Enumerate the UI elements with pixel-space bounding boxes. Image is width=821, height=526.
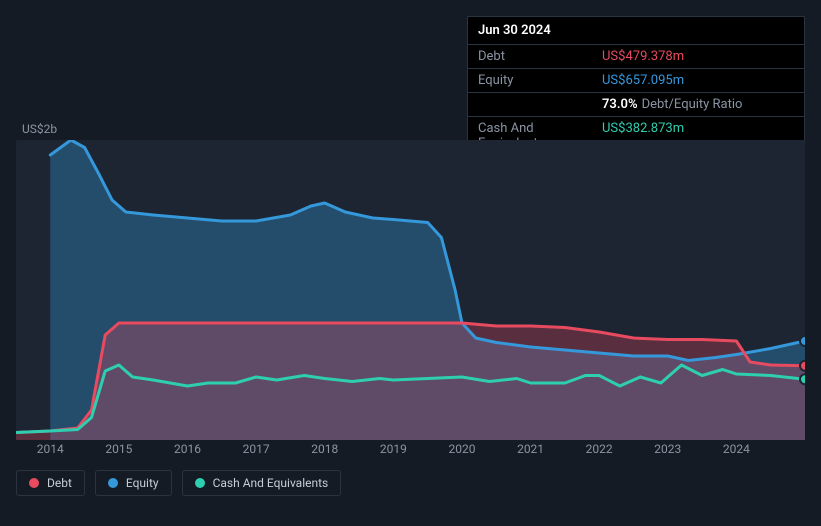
legend: Debt Equity Cash And Equivalents — [16, 470, 341, 496]
ratio-pct: 73.0% — [602, 97, 638, 112]
cash-swatch-icon — [195, 478, 205, 488]
yaxis-label-top: US$2b — [22, 122, 57, 136]
legend-item-cash[interactable]: Cash And Equivalents — [182, 470, 342, 496]
legend-label: Cash And Equivalents — [213, 476, 329, 490]
xtick: 2015 — [105, 442, 132, 456]
tooltip-row-equity: Equity US$657.095m — [468, 69, 804, 93]
debt-endpoint-marker — [800, 361, 805, 371]
legend-label: Equity — [126, 476, 159, 490]
tooltip-value: US$479.378m — [602, 49, 794, 64]
xtick: 2018 — [311, 442, 338, 456]
tooltip-date: Jun 30 2024 — [468, 17, 804, 45]
xtick: 2022 — [586, 442, 613, 456]
tooltip-label: Debt — [478, 49, 602, 64]
tooltip-value: US$657.095m — [602, 73, 794, 88]
xtick: 2017 — [243, 442, 270, 456]
xtick: 2019 — [380, 442, 407, 456]
legend-item-debt[interactable]: Debt — [16, 470, 85, 496]
tooltip-label: Equity — [478, 73, 602, 88]
legend-item-equity[interactable]: Equity — [95, 470, 172, 496]
x-axis: 2014 2015 2016 2017 2018 2019 2020 2021 2022 2023… — [16, 442, 805, 462]
tooltip-value: 73.0% Debt/Equity Ratio — [602, 97, 794, 112]
equity-swatch-icon — [108, 478, 118, 488]
tooltip-row-debt: Debt US$479.378m — [468, 45, 804, 69]
debt-swatch-icon — [29, 478, 39, 488]
equity-endpoint-marker — [800, 336, 805, 346]
legend-label: Debt — [47, 476, 72, 490]
tooltip-row-ratio: 73.0% Debt/Equity Ratio — [468, 93, 804, 117]
xtick: 2021 — [517, 442, 544, 456]
chart-svg — [16, 140, 805, 440]
ratio-label: Debt/Equity Ratio — [642, 97, 743, 112]
xtick: 2024 — [723, 442, 750, 456]
xtick: 2023 — [654, 442, 681, 456]
xtick: 2014 — [37, 442, 64, 456]
cash-endpoint-marker — [800, 374, 805, 384]
tooltip-label — [478, 97, 602, 112]
plot-area[interactable] — [16, 140, 805, 440]
xtick: 2016 — [174, 442, 201, 456]
tooltip-panel: Jun 30 2024 Debt US$479.378m Equity US$6… — [467, 16, 805, 156]
xtick: 2020 — [448, 442, 475, 456]
